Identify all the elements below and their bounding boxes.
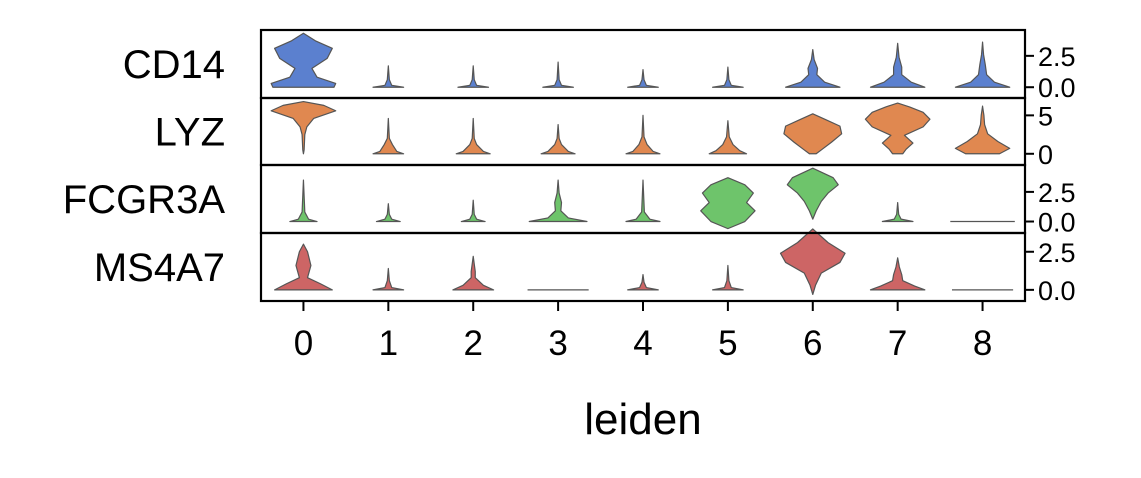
x-tick-label-6: 6 — [803, 324, 822, 363]
x-axis: 0 1 2 3 4 5 6 7 8 — [294, 301, 992, 363]
violin-lyz-2 — [455, 117, 491, 155]
violin-fcgr3a-6 — [786, 167, 839, 220]
x-axis-title: leiden — [584, 395, 701, 444]
panel-lyz: LYZ 0 5 — [155, 96, 1053, 170]
violin-fcgr3a-1 — [375, 203, 401, 223]
violin-ms4a7-4 — [627, 274, 659, 291]
violin-cd14-8 — [954, 41, 1011, 88]
violin-ms4a7-2 — [452, 255, 495, 291]
violin-lyz-8 — [954, 105, 1011, 155]
violin-ms4a7-6 — [779, 228, 846, 296]
violin-fcgr3a-0 — [289, 179, 318, 223]
violin-cd14-3 — [542, 61, 574, 88]
x-tick-label-7: 7 — [888, 324, 907, 363]
panel-frame — [259, 231, 1027, 303]
x-tick-label-3: 3 — [548, 324, 567, 363]
panel-ms4a7: MS4A7 0.0 2.5 — [94, 228, 1076, 306]
y-tick-label: 0.0 — [1038, 276, 1076, 306]
y-tick-label: 0.0 — [1038, 73, 1076, 103]
violin-fcgr3a-3 — [528, 179, 588, 223]
violin-ms4a7-7 — [869, 257, 926, 291]
y-tick-label: 2.5 — [1038, 238, 1076, 268]
violin-fcgr3a-5 — [700, 177, 756, 230]
x-tick-label-8: 8 — [973, 324, 992, 363]
violin-lyz-4 — [625, 114, 661, 155]
violin-lyz-0 — [270, 100, 337, 155]
x-tick-label-5: 5 — [718, 324, 737, 363]
violin-cd14-5 — [712, 66, 744, 88]
x-tick-label-4: 4 — [633, 324, 652, 363]
x-tick-label-2: 2 — [463, 324, 482, 363]
violin-cd14-6 — [785, 48, 841, 88]
violin-lyz-7 — [864, 102, 931, 155]
violin-lyz-1 — [372, 117, 405, 155]
x-tick-label-0: 0 — [294, 324, 313, 363]
gene-label-lyz: LYZ — [155, 111, 225, 155]
violin-fcgr3a-2 — [460, 199, 486, 223]
y-tick-label: 5 — [1038, 101, 1053, 131]
panel-cd14: CD14 0.02.5 — [123, 28, 1076, 103]
y-tick-label: 2.5 — [1038, 178, 1076, 208]
violin-lyz-5 — [708, 120, 748, 155]
y-tick-label: 2.5 — [1038, 42, 1076, 72]
gene-label-fcgr3a: FCGR3A — [63, 178, 226, 222]
gene-label-ms4a7: MS4A7 — [94, 246, 225, 290]
gene-label-cd14: CD14 — [123, 43, 225, 87]
violin-cd14-7 — [869, 42, 926, 88]
violin-cd14-1 — [372, 65, 405, 88]
violin-cd14-2 — [457, 65, 490, 88]
x-tick-label-1: 1 — [379, 324, 398, 363]
violin-cd14-0 — [270, 32, 337, 88]
violin-fcgr3a-4 — [625, 179, 661, 223]
violin-ms4a7-5 — [712, 264, 744, 291]
violin-ms4a7-1 — [372, 267, 405, 291]
panel-fcgr3a: FCGR3A 0.02.5 — [63, 163, 1076, 238]
violin-lyz-6 — [783, 113, 843, 155]
violin-cd14-4 — [627, 69, 659, 88]
y-tick-label: 0 — [1038, 140, 1053, 170]
y-tick-label: 0.0 — [1038, 208, 1076, 238]
violin-lyz-3 — [540, 123, 576, 155]
violin-ms4a7-0 — [273, 243, 333, 291]
violin-fcgr3a-7 — [881, 201, 914, 223]
